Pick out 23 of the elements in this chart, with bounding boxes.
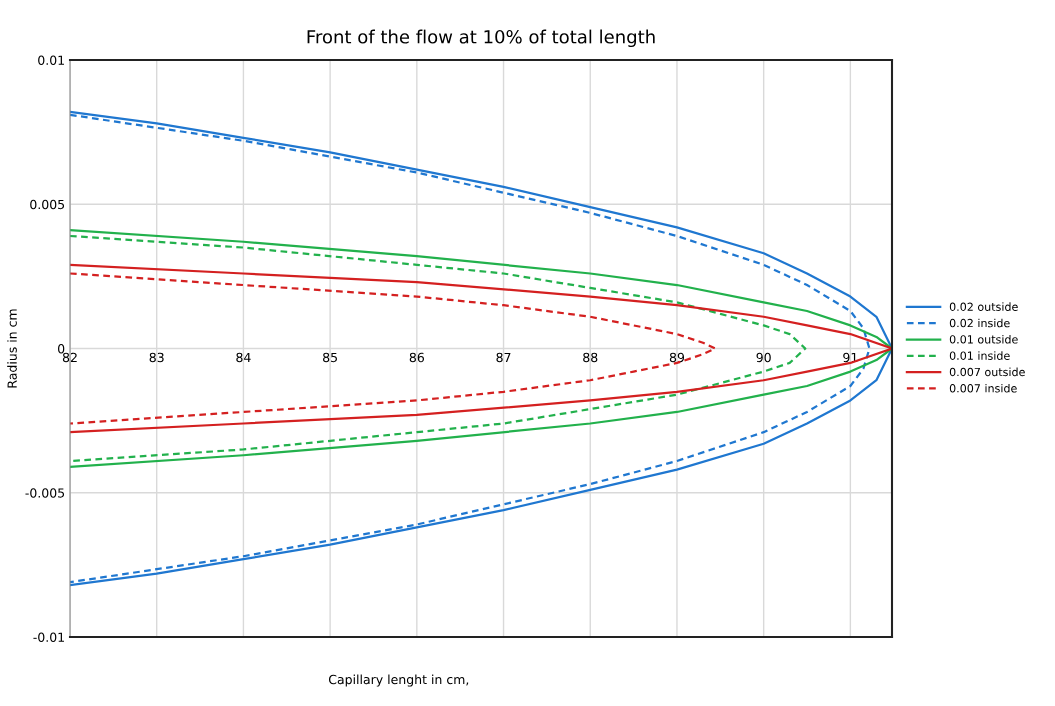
legend-label: 0.02 inside <box>949 318 1010 328</box>
x-tick-label: 87 <box>496 352 511 363</box>
legend-label: 0.01 inside <box>949 351 1010 360</box>
y-tick-label: 0.005 <box>30 199 65 210</box>
x-tick-label: 82 <box>62 352 77 363</box>
chart-title: Front of the flow at 10% of total length <box>307 29 655 48</box>
x-tick-label: 84 <box>236 352 251 363</box>
x-tick-label: 85 <box>323 352 337 363</box>
x-tick-label: 90 <box>756 352 771 363</box>
y-tick-label: 0 <box>58 343 65 354</box>
legend-label: 0.007 inside <box>949 383 1017 393</box>
y-axis-title: Radius in cm <box>7 309 17 388</box>
x-tick-label: 86 <box>409 352 424 363</box>
x-tick-label: 83 <box>149 352 164 363</box>
legend-label: 0.007 outside <box>949 367 1025 377</box>
x-tick-label: 89 <box>669 352 685 363</box>
x-axis-title: Capillary lenght in cm, <box>328 674 469 687</box>
y-tick-label: -0.01 <box>33 632 64 642</box>
y-tick-label: -0.005 <box>25 488 65 498</box>
y-tick-label: 0.01 <box>38 55 64 65</box>
legend-label: 0.01 outside <box>949 334 1018 344</box>
legend-label: 0.02 outside <box>949 302 1018 311</box>
x-tick-label: 88 <box>583 352 598 363</box>
